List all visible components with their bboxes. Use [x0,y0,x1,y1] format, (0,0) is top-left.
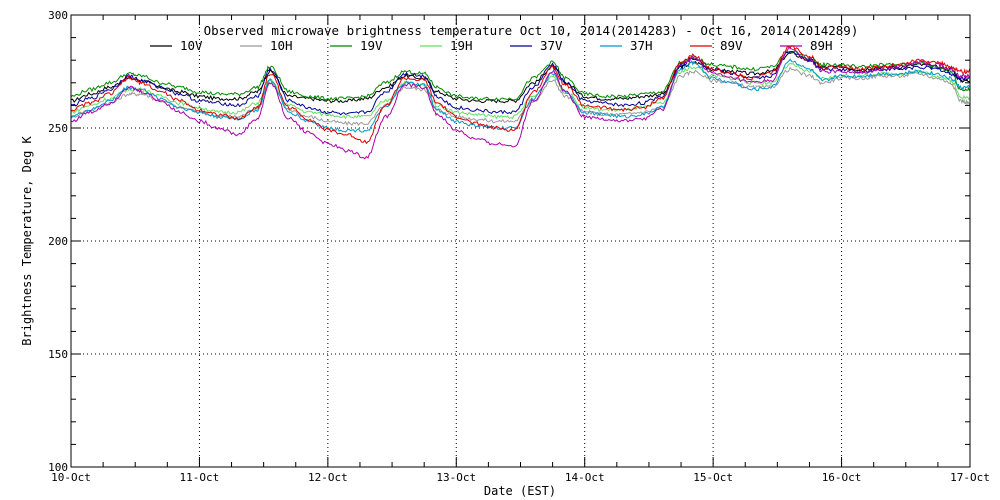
series-line-37v [70,50,971,116]
grid [71,15,970,467]
legend-label: 19V [360,38,383,53]
series-line-19v [70,49,971,102]
y-axis: 100 150 200 250 300 [48,9,970,474]
series-line-10h [70,66,971,126]
series-line-37h [70,58,971,133]
y-tick-label: 250 [48,122,68,135]
y-tick-label: 150 [48,348,68,361]
series-line-89h [70,47,971,160]
plot-lines [70,45,971,160]
legend-label: 19H [450,38,473,53]
legend-label: 89H [810,38,833,53]
y-axis-title: Brightness Temperature, Deg K [20,135,34,345]
y-tick-label: 300 [48,9,68,22]
x-tick-label: 17-Oct [950,471,990,484]
legend-label: 10H [270,38,293,53]
x-tick-label: 11-Oct [180,471,220,484]
x-axis: 10-Oct 11-Oct 12-Oct 13-Oct 14-Oct 15-Oct 16-O… [51,15,990,484]
series-line-89v [70,45,971,145]
x-tick-label: 10-Oct [51,471,91,484]
y-tick-label: 200 [48,235,68,248]
series-line-10v [70,51,971,104]
legend-label: 37H [630,38,653,53]
x-tick-label: 13-Oct [436,471,476,484]
x-tick-label: 14-Oct [565,471,605,484]
legend-label: 10V [180,38,203,53]
x-axis-title: Date (EST) [484,484,556,498]
x-tick-label: 16-Oct [822,471,862,484]
legend: 10V 10H 19V 19H 37V 37H 89V 89H [150,38,833,53]
chart-title: Observed microwave brightness temperatur… [204,23,859,38]
y-tick-label: 100 [48,461,68,474]
legend-label: 37V [540,38,563,53]
legend-label: 89V [720,38,743,53]
x-tick-label: 15-Oct [693,471,733,484]
x-tick-label: 12-Oct [308,471,348,484]
